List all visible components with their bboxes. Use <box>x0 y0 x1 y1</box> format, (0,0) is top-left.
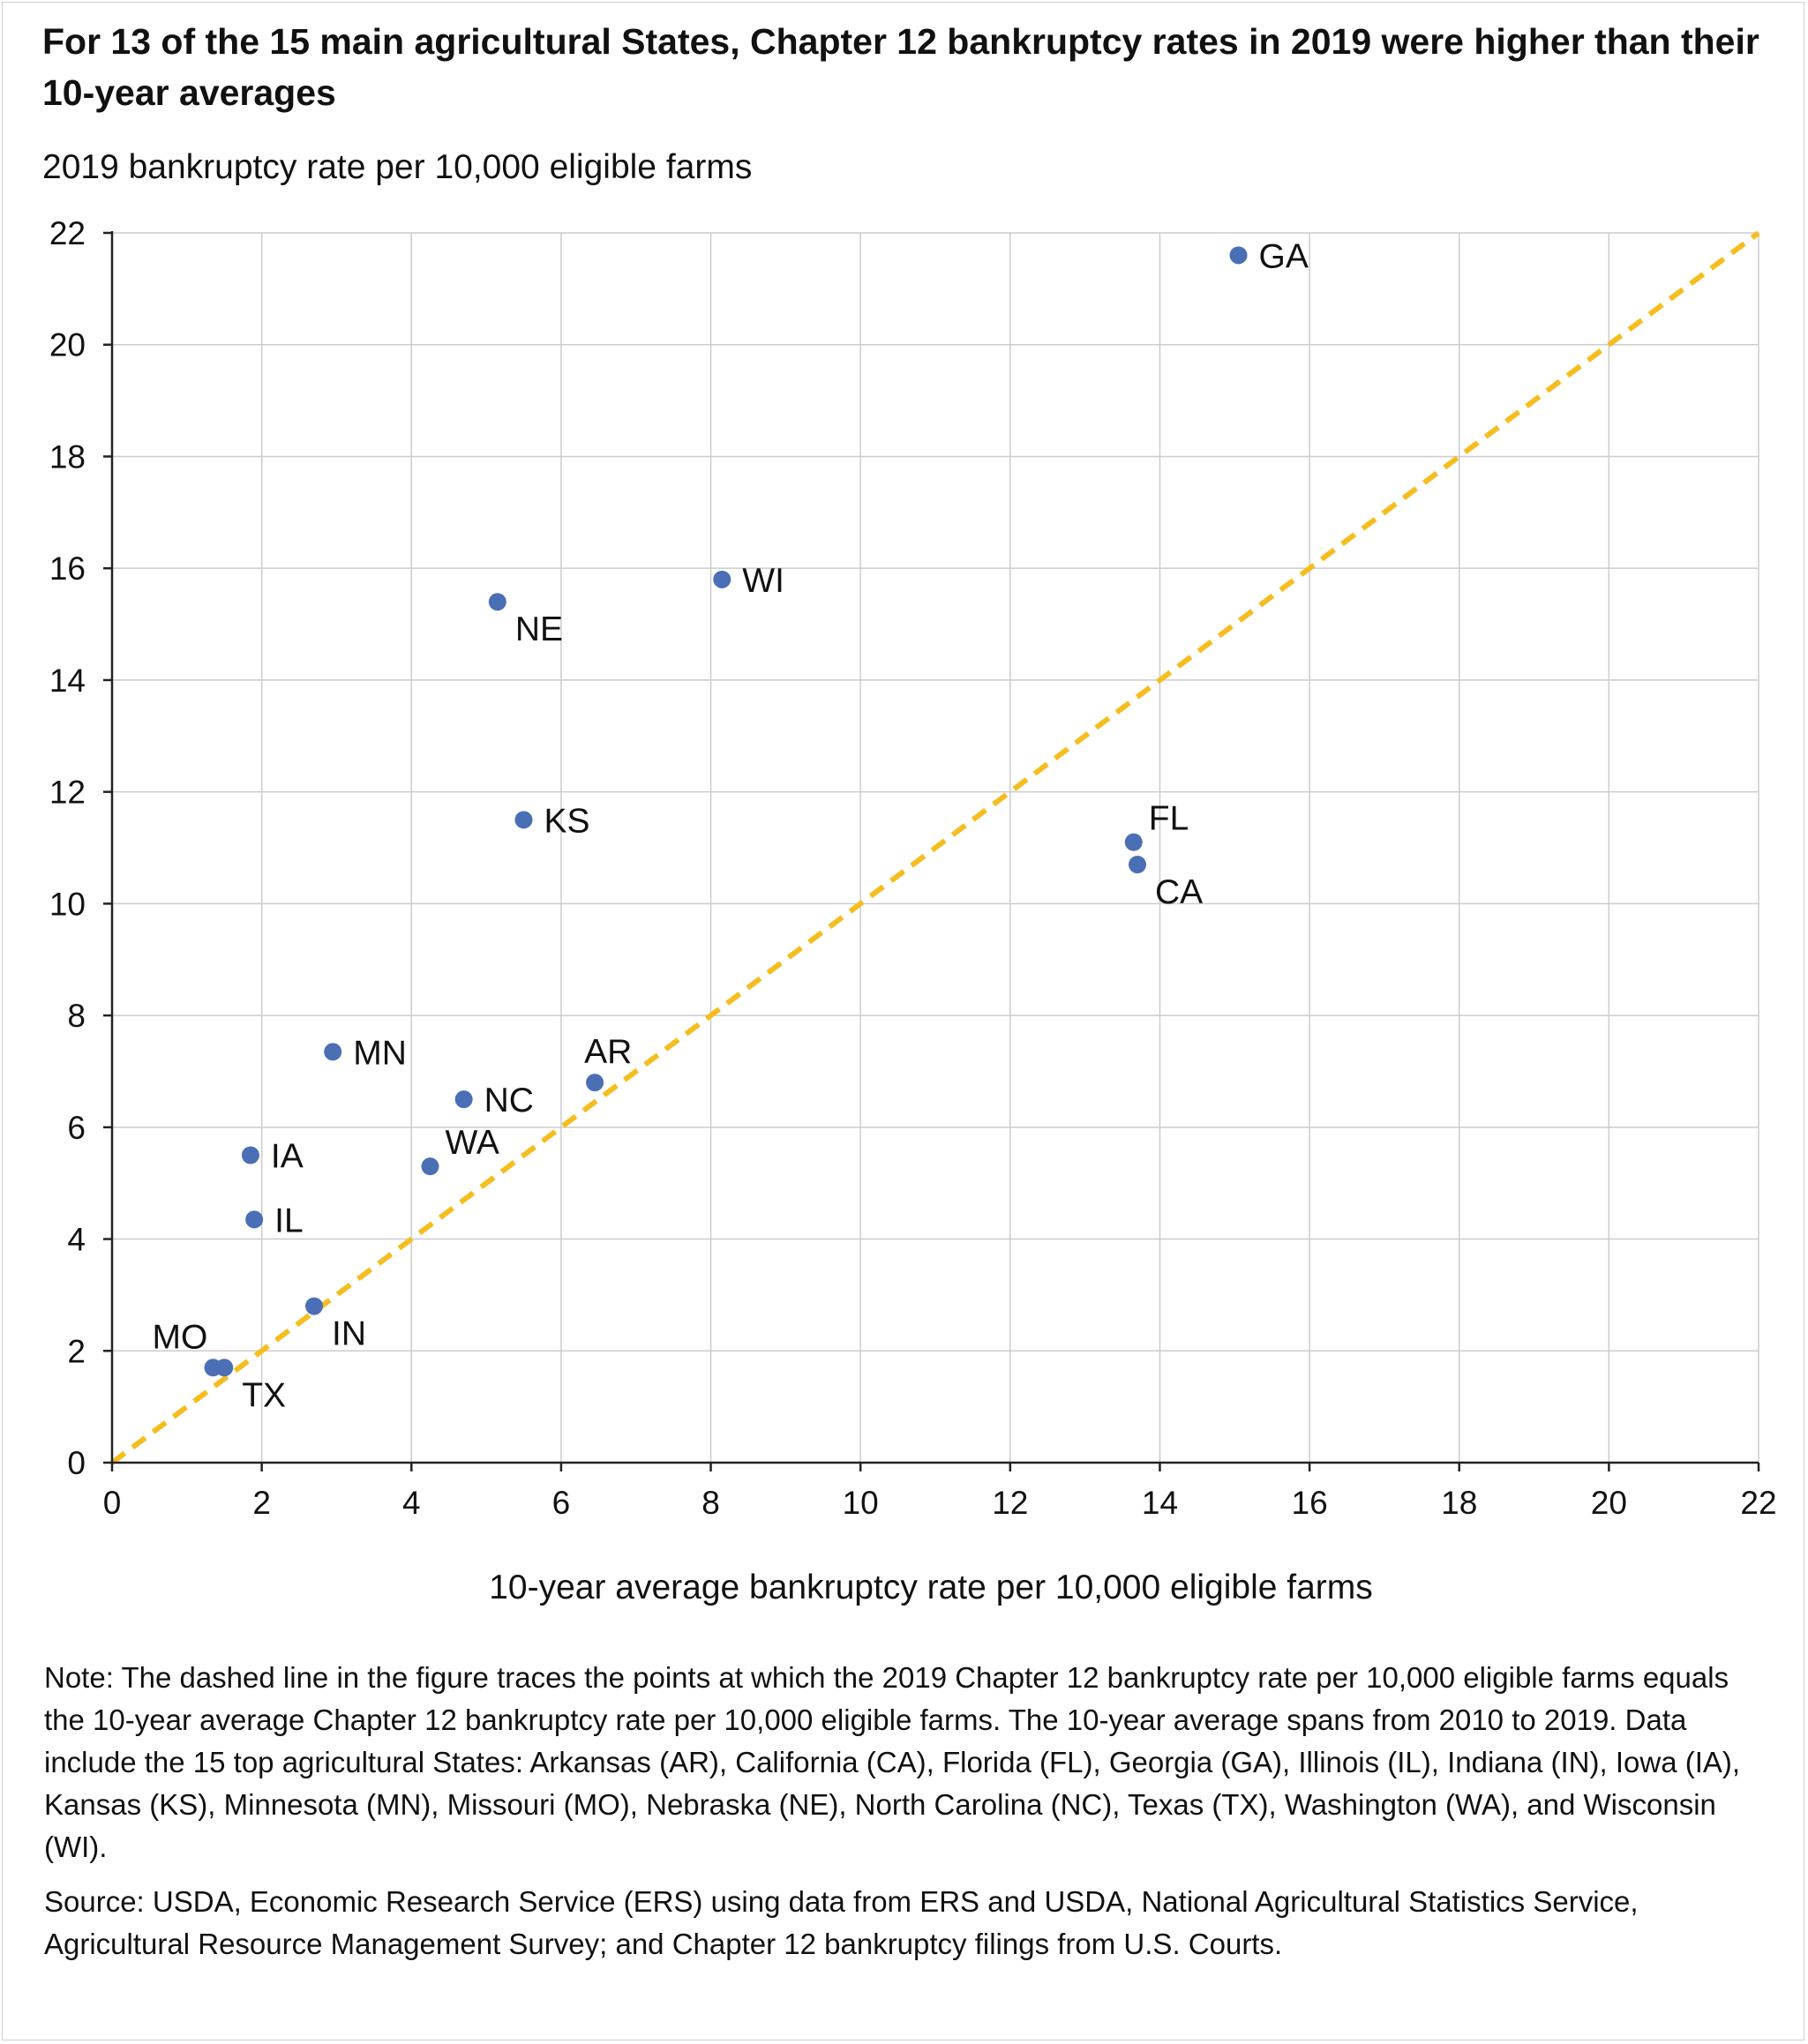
data-point-ca <box>1129 856 1147 874</box>
y-tick-label: 16 <box>49 550 86 587</box>
x-tick-label: 4 <box>402 1485 421 1521</box>
x-tick-label: 0 <box>103 1485 122 1521</box>
data-point-in <box>305 1297 324 1315</box>
y-tick-label: 20 <box>49 327 86 363</box>
x-tick-label: 2 <box>252 1485 271 1521</box>
chart-title: For 13 of the 15 main agricultural State… <box>42 21 1759 113</box>
point-label-wi: WI <box>742 562 784 600</box>
x-tick-label: 20 <box>1591 1485 1627 1521</box>
point-label-ks: KS <box>544 802 590 840</box>
x-tick-label: 14 <box>1142 1485 1178 1521</box>
x-tick-label: 10 <box>843 1485 879 1521</box>
data-point-tx <box>215 1359 234 1377</box>
y-tick-label: 12 <box>49 775 86 811</box>
data-point-mn <box>324 1043 342 1061</box>
point-label-tx: TX <box>242 1376 286 1414</box>
y-tick-label: 4 <box>67 1222 86 1258</box>
data-point-wa <box>421 1157 439 1176</box>
data-point-ar <box>586 1074 604 1092</box>
y-tick-label: 0 <box>67 1445 86 1481</box>
x-tick-labels: 0 2 4 6 8 10 12 14 16 18 20 22 <box>103 1485 1777 1521</box>
y-tick-label: 2 <box>67 1333 86 1369</box>
axes <box>103 231 1760 1471</box>
point-label-ia: IA <box>271 1138 304 1176</box>
x-tick-label: 18 <box>1441 1485 1477 1521</box>
y-tick-label: 10 <box>49 886 86 922</box>
point-label-in: IN <box>332 1315 366 1353</box>
point-label-ne: NE <box>515 610 563 648</box>
data-point-nc <box>454 1090 473 1109</box>
data-point-ia <box>241 1146 259 1164</box>
x-tick-label: 12 <box>992 1485 1028 1521</box>
point-label-fl: FL <box>1149 800 1189 838</box>
x-tick-label: 8 <box>701 1485 720 1521</box>
y-tick-label: 18 <box>49 438 86 475</box>
point-label-ca: CA <box>1155 873 1203 911</box>
y-tick-label: 22 <box>49 215 86 251</box>
y-tick-label: 6 <box>67 1110 86 1146</box>
data-points: GA WI NE KS FL CA MN AR NC IA WA IL IN MO TX <box>153 237 1309 1414</box>
y-tick-label: 8 <box>67 998 86 1034</box>
point-label-ga: GA <box>1259 237 1309 275</box>
y-tick-labels: 0 2 4 6 8 10 12 14 16 18 20 22 <box>49 215 86 1481</box>
gridlines <box>112 232 1759 1463</box>
chart-note: Note: The dashed line in the figure trac… <box>44 1661 1741 1863</box>
y-axis-label: 2019 bankruptcy rate per 10,000 eligible… <box>42 148 753 186</box>
reference-line <box>110 230 1760 1465</box>
y-tick-label: 14 <box>49 663 86 699</box>
point-label-mn: MN <box>353 1034 407 1072</box>
point-label-mo: MO <box>153 1318 208 1356</box>
x-axis-label: 10-year average bankruptcy rate per 10,0… <box>489 1569 1373 1606</box>
data-point-ga <box>1229 246 1248 265</box>
data-point-il <box>245 1210 264 1229</box>
chart-source: Source: USDA, Economic Research Service … <box>44 1885 1639 1960</box>
data-point-ne <box>488 593 506 611</box>
x-tick-label: 16 <box>1292 1485 1328 1521</box>
point-label-ar: AR <box>584 1033 632 1071</box>
point-label-nc: NC <box>484 1082 534 1119</box>
data-point-ks <box>514 811 533 829</box>
equality-dashed-line <box>110 230 1760 1465</box>
point-label-il: IL <box>274 1202 304 1239</box>
x-tick-label: 6 <box>552 1485 571 1521</box>
data-point-wi <box>713 570 731 588</box>
point-label-wa: WA <box>445 1124 499 1162</box>
data-point-fl <box>1124 833 1143 851</box>
x-tick-label: 22 <box>1740 1485 1776 1521</box>
